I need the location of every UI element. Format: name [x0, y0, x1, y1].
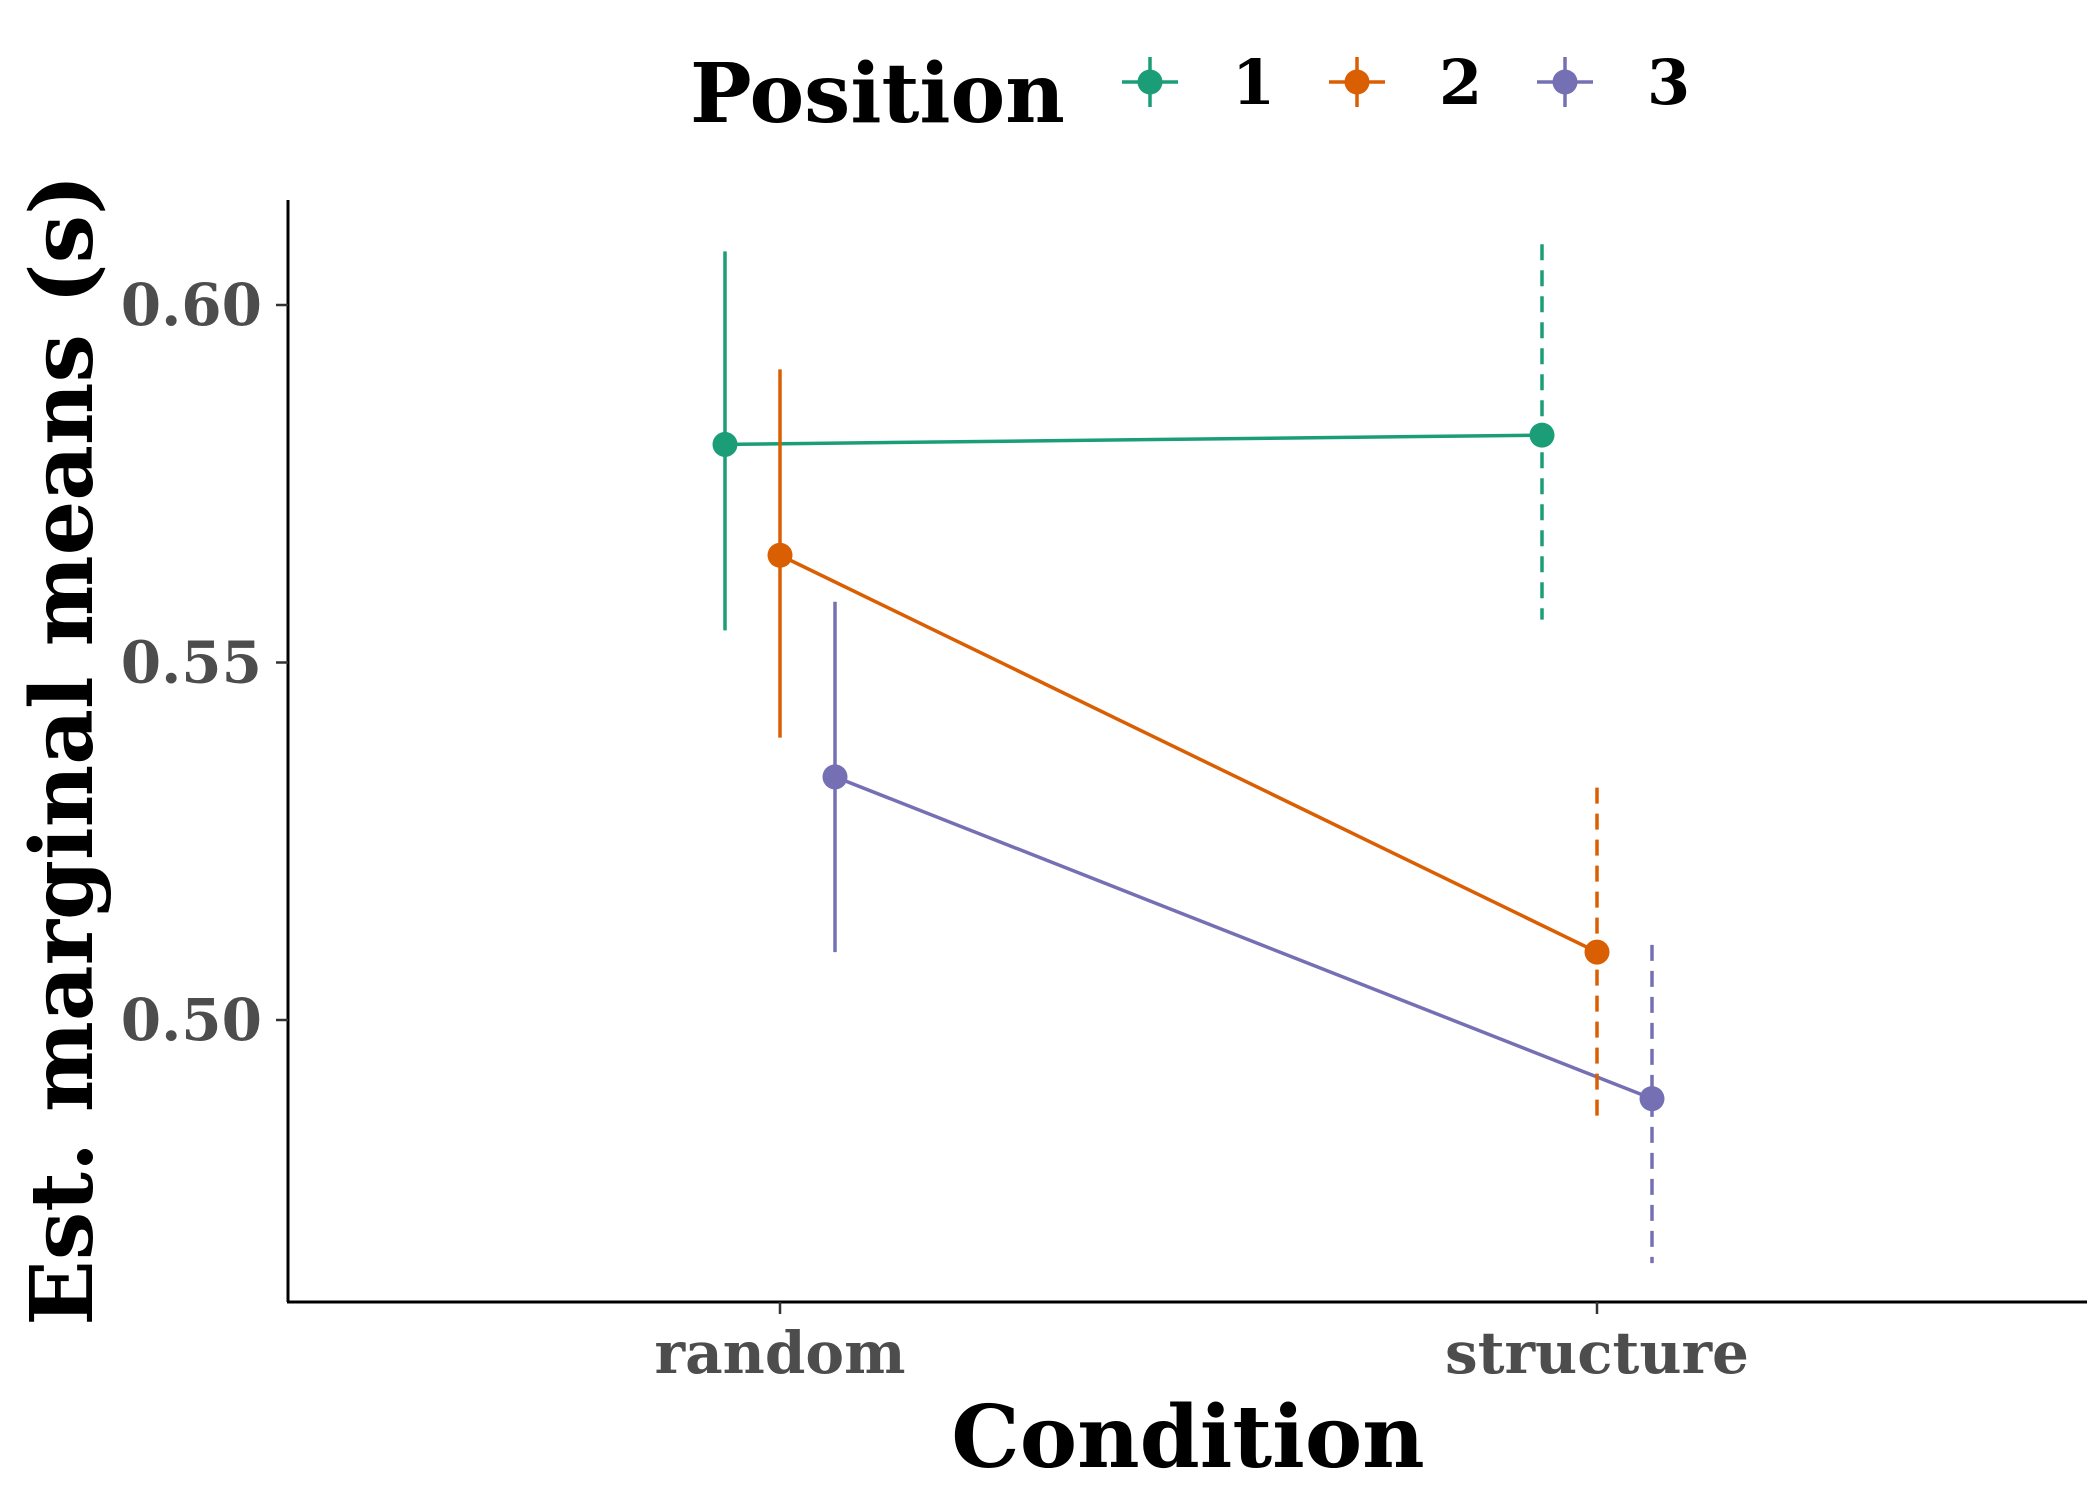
x-axis-title: Condition [951, 1387, 1424, 1488]
legend-item-1: 1 [1122, 46, 1275, 119]
legend-label: 2 [1439, 46, 1482, 119]
y-tick-label: 0.55 [121, 629, 262, 697]
x-tick-label: random [655, 1319, 906, 1387]
legend-label: 1 [1232, 46, 1275, 119]
y-ticks: 0.50 0.55 0.60 [121, 271, 288, 1054]
legend-title: Position [690, 46, 1065, 142]
series-line-1 [724, 433, 1543, 447]
point-2-structure [1584, 939, 1610, 965]
legend-key-point [1552, 69, 1578, 95]
legend: Position 1 2 3 [690, 46, 1690, 142]
point-3-random [822, 764, 848, 790]
points [712, 422, 1665, 1112]
legend-key-point [1344, 69, 1370, 95]
legend-key-point [1137, 69, 1163, 95]
legend-item-3: 3 [1537, 46, 1690, 119]
legend-item-2: 2 [1329, 46, 1482, 119]
point-1-random [712, 431, 738, 457]
y-axis-title: Est. marginal means (s) [12, 174, 113, 1325]
point-1-structure [1529, 422, 1555, 448]
series-line-3 [834, 775, 1653, 1101]
series-line-2 [779, 553, 1598, 954]
x-tick-label: structure [1445, 1319, 1749, 1387]
legend-label: 3 [1647, 46, 1690, 119]
y-tick-label: 0.60 [121, 271, 262, 339]
plot-area: 0.50 0.55 0.60 random structure [121, 200, 2087, 1387]
point-3-structure [1639, 1086, 1665, 1112]
legend-items: 1 2 3 [1122, 46, 1690, 119]
series-lines [724, 433, 1653, 1101]
point-2-random [767, 542, 793, 568]
y-tick-label: 0.50 [121, 986, 262, 1054]
x-ticks: random structure [655, 1302, 1749, 1387]
